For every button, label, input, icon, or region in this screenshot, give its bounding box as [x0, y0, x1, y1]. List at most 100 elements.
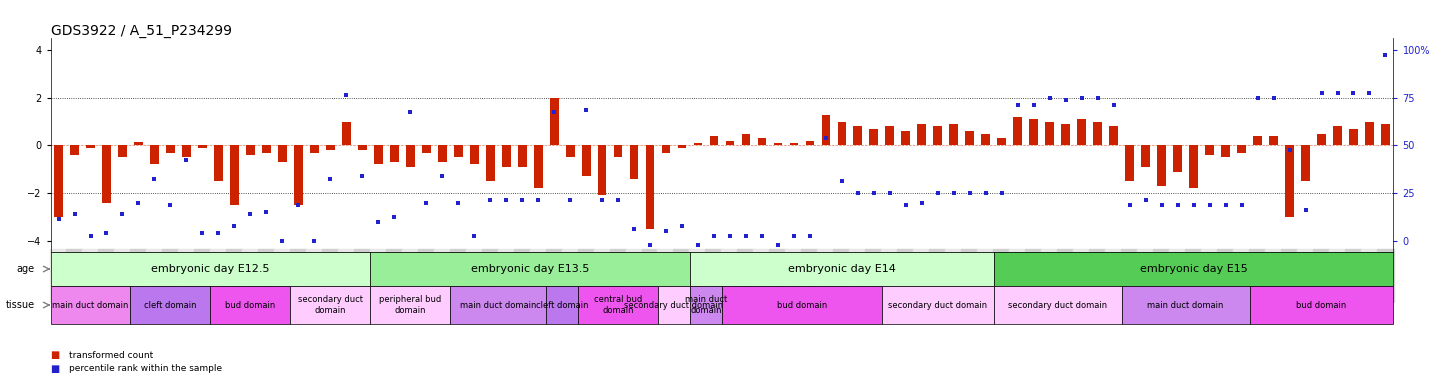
Bar — [103, 146, 111, 202]
Bar — [933, 126, 943, 146]
Bar — [71, 146, 79, 155]
Bar — [390, 146, 399, 162]
Bar — [150, 146, 159, 164]
Text: bud domain: bud domain — [225, 301, 276, 310]
Bar — [598, 146, 606, 195]
Bar — [630, 146, 638, 179]
Bar — [453, 146, 462, 157]
Text: percentile rank within the sample: percentile rank within the sample — [69, 364, 222, 373]
Bar — [966, 131, 975, 146]
Bar — [578, 286, 658, 324]
Bar — [1222, 146, 1230, 157]
Text: embryonic day E15: embryonic day E15 — [1139, 264, 1248, 274]
Bar — [998, 138, 1006, 146]
Bar — [245, 146, 254, 155]
Bar — [1030, 119, 1038, 146]
Bar — [1269, 136, 1278, 146]
Bar — [87, 146, 95, 148]
Bar — [1333, 126, 1341, 146]
Bar — [51, 252, 370, 286]
Bar — [211, 286, 290, 324]
Bar — [1122, 286, 1249, 324]
Text: cleft domain: cleft domain — [536, 301, 588, 310]
Text: tissue: tissue — [6, 300, 35, 310]
Text: ■: ■ — [51, 364, 59, 374]
Bar — [822, 114, 830, 146]
Text: bud domain: bud domain — [1297, 301, 1347, 310]
Text: secondary duct
domain: secondary duct domain — [297, 295, 362, 315]
Text: main duct
domain: main duct domain — [684, 295, 728, 315]
Bar — [198, 146, 206, 148]
Bar — [134, 142, 143, 146]
Bar — [885, 126, 894, 146]
Bar — [261, 146, 271, 152]
Bar — [295, 146, 303, 205]
Bar — [326, 146, 335, 150]
Bar — [722, 286, 882, 324]
Bar — [290, 286, 370, 324]
Bar — [917, 124, 926, 146]
Bar — [1317, 134, 1326, 146]
Bar — [550, 98, 559, 146]
Bar — [534, 146, 543, 188]
Bar — [1077, 119, 1086, 146]
Bar — [790, 143, 799, 146]
Bar — [1253, 136, 1262, 146]
Bar — [469, 146, 478, 164]
Bar — [1125, 146, 1134, 181]
Bar — [1206, 146, 1214, 155]
Bar — [709, 136, 719, 146]
Bar — [370, 286, 451, 324]
Bar — [853, 126, 862, 146]
Text: main duct domain: main duct domain — [461, 301, 536, 310]
Bar — [1045, 122, 1054, 146]
Bar — [693, 143, 702, 146]
Text: embryonic day E13.5: embryonic day E13.5 — [471, 264, 589, 274]
Bar — [310, 146, 319, 152]
Bar — [1109, 126, 1118, 146]
Bar — [993, 286, 1122, 324]
Bar — [901, 131, 910, 146]
Bar — [645, 146, 654, 229]
Bar — [758, 138, 767, 146]
Bar — [485, 146, 495, 181]
Bar — [1141, 146, 1149, 167]
Text: age: age — [16, 264, 35, 274]
Text: secondary duct domain: secondary duct domain — [888, 301, 988, 310]
Bar — [53, 146, 64, 217]
Bar — [949, 124, 959, 146]
Bar — [1365, 122, 1373, 146]
Bar — [166, 146, 175, 152]
Bar — [406, 146, 414, 167]
Bar — [342, 122, 351, 146]
Text: ■: ■ — [51, 350, 59, 360]
Text: main duct domain: main duct domain — [1148, 301, 1225, 310]
Bar — [725, 141, 735, 146]
Bar — [518, 146, 527, 167]
Bar — [501, 146, 511, 167]
Bar — [1238, 146, 1246, 152]
Bar — [677, 146, 686, 148]
Bar — [869, 129, 878, 146]
Text: embryonic day E14: embryonic day E14 — [788, 264, 895, 274]
Bar — [1349, 129, 1357, 146]
Bar — [661, 146, 670, 152]
Bar — [838, 122, 846, 146]
Bar — [690, 286, 722, 324]
Text: main duct domain: main duct domain — [52, 301, 129, 310]
Bar — [882, 286, 993, 324]
Bar — [130, 286, 211, 324]
Bar — [370, 252, 690, 286]
Bar — [1301, 146, 1310, 181]
Bar — [1190, 146, 1199, 188]
Text: transformed count: transformed count — [69, 351, 153, 360]
Bar — [358, 146, 367, 150]
Bar — [742, 134, 751, 146]
Text: bud domain: bud domain — [777, 301, 827, 310]
Bar — [438, 146, 446, 162]
Bar — [1285, 146, 1294, 217]
Bar — [1380, 124, 1391, 146]
Bar — [806, 141, 814, 146]
Text: embryonic day E12.5: embryonic day E12.5 — [152, 264, 270, 274]
Bar — [614, 146, 622, 157]
